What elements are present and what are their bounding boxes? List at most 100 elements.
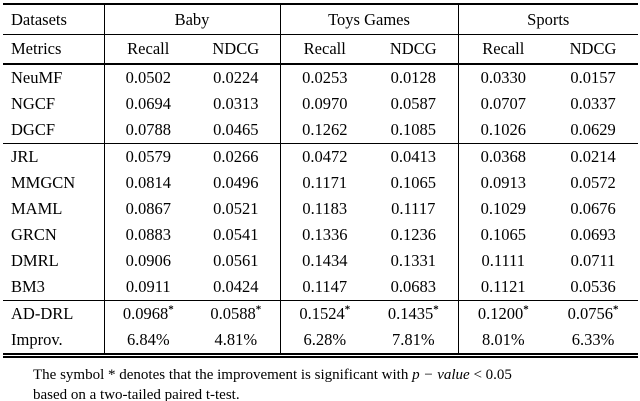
metric-value: 0.0521 bbox=[192, 196, 281, 222]
metric-value-best: 0.0756* bbox=[567, 303, 619, 323]
metric-value: 0.1336 bbox=[302, 225, 348, 244]
method-name: NeuMF bbox=[3, 64, 105, 91]
method-name: Improv. bbox=[3, 327, 105, 353]
metric-value: 0.0368 bbox=[480, 147, 526, 166]
metric-value: 0.0536 bbox=[548, 274, 639, 301]
metric-value: 0.1331 bbox=[369, 248, 459, 274]
table-row-dgcf: DGCF 0.0788 0.0465 0.1262 0.1085 0.1026 … bbox=[3, 117, 639, 144]
header-row-metrics: Metrics Recall NDCG Recall NDCG Recall N… bbox=[3, 34, 639, 65]
metric-value: 0.0128 bbox=[369, 64, 459, 91]
metric-value: 0.0472 bbox=[302, 147, 348, 166]
metric-label-recall: Recall bbox=[104, 34, 192, 65]
group-header-baby: Baby bbox=[104, 4, 281, 35]
improvement-value: 7.81% bbox=[369, 327, 459, 353]
metric-value-best: 0.1435* bbox=[369, 300, 459, 327]
metric-value: 0.0814 bbox=[125, 173, 171, 192]
metric-value: 0.0424 bbox=[192, 274, 281, 301]
metric-value: 0.0496 bbox=[192, 170, 281, 196]
significance-star: * bbox=[612, 303, 619, 316]
metric-value: 0.1029 bbox=[480, 199, 526, 218]
table-row-ngcf: NGCF 0.0694 0.0313 0.0970 0.0587 0.0707 … bbox=[3, 91, 638, 117]
table-row-dmrl: DMRL 0.0906 0.0561 0.1434 0.1331 0.1111 … bbox=[3, 248, 638, 274]
table-row-bm3: BM3 0.0911 0.0424 0.1147 0.0683 0.1121 0… bbox=[3, 274, 639, 301]
improvement-value: 6.33% bbox=[571, 330, 615, 349]
metric-value: 0.0561 bbox=[192, 248, 281, 274]
metric-value: 0.0330 bbox=[480, 68, 526, 87]
metrics-header: Metrics bbox=[3, 34, 105, 65]
footnote-line-1: The symbol * denotes that the improvemen… bbox=[33, 367, 512, 383]
metric-value: 0.0694 bbox=[125, 94, 171, 113]
table-row-grcn: GRCN 0.0883 0.0541 0.1336 0.1236 0.1065 … bbox=[3, 222, 638, 248]
table-row-jrl: JRL 0.0579 0.0266 0.0472 0.0413 0.0368 0… bbox=[3, 143, 638, 170]
improvement-value: 6.84% bbox=[126, 330, 170, 349]
metric-label-ndcg: NDCG bbox=[548, 34, 639, 65]
metric-value: 0.1117 bbox=[369, 196, 459, 222]
metric-value: 0.0465 bbox=[192, 117, 281, 144]
metric-value-best: 0.0968* bbox=[122, 303, 174, 323]
datasets-header: Datasets bbox=[3, 4, 105, 35]
metric-value: 0.0337 bbox=[570, 94, 616, 113]
footnote-line-2: based on a two-tailed paired t-test. bbox=[33, 386, 240, 401]
table-row-improv: Improv. 6.84% 4.81% 6.28% 7.81% 8.01% 6.… bbox=[3, 327, 638, 353]
metric-value: 0.1183 bbox=[302, 199, 348, 218]
method-name: AD-DRL bbox=[3, 300, 105, 327]
method-name: GRCN bbox=[3, 222, 105, 248]
method-name: MAML bbox=[3, 196, 105, 222]
table-footnote: The symbol * denotes that the improvemen… bbox=[33, 366, 621, 401]
metric-value: 0.0253 bbox=[302, 68, 348, 87]
metric-value: 0.1147 bbox=[280, 274, 369, 301]
improvement-value: 6.28% bbox=[303, 330, 347, 349]
method-name: JRL bbox=[3, 143, 105, 170]
significance-star: * bbox=[168, 303, 174, 316]
metric-value: 0.0676 bbox=[570, 199, 616, 218]
header-row-datasets: Datasets Baby Toys Games Sports bbox=[3, 4, 639, 35]
metric-value: 0.0911 bbox=[104, 274, 192, 301]
metric-label-ndcg: NDCG bbox=[369, 34, 459, 65]
metric-value: 0.0788 bbox=[104, 117, 192, 144]
table-row-maml: MAML 0.0867 0.0521 0.1183 0.1117 0.1029 … bbox=[3, 196, 638, 222]
method-name: NGCF bbox=[3, 91, 105, 117]
metric-value: 0.0157 bbox=[570, 68, 616, 87]
metric-value: 0.1065 bbox=[369, 170, 459, 196]
metric-value: 0.0502 bbox=[125, 68, 171, 87]
table-row-ad-drl: AD-DRL 0.0968* 0.0588* 0.1524* 0.1435* 0… bbox=[3, 300, 638, 327]
metric-label-ndcg: NDCG bbox=[192, 34, 281, 65]
metric-value: 0.0707 bbox=[480, 94, 526, 113]
metric-value: 0.1171 bbox=[302, 173, 348, 192]
metric-value: 0.0629 bbox=[548, 117, 639, 144]
table-row-neumf: NeuMF 0.0502 0.0224 0.0253 0.0128 0.0330… bbox=[3, 64, 638, 91]
significance-star: * bbox=[433, 303, 439, 316]
improvement-value: 8.01% bbox=[481, 330, 525, 349]
significance-star: * bbox=[344, 303, 351, 316]
significance-star: * bbox=[523, 303, 529, 316]
table-row-mmgcn: MMGCN 0.0814 0.0496 0.1171 0.1065 0.0913… bbox=[3, 170, 638, 196]
metric-value: 0.0693 bbox=[570, 225, 616, 244]
metric-value: 0.0224 bbox=[192, 64, 281, 91]
results-table: Datasets Baby Toys Games Sports Metrics … bbox=[3, 3, 639, 353]
metric-value: 0.1065 bbox=[480, 225, 526, 244]
metric-value: 0.1111 bbox=[481, 251, 526, 270]
metric-value: 0.0579 bbox=[125, 147, 171, 166]
metric-value: 0.0970 bbox=[302, 94, 348, 113]
metric-value: 0.0711 bbox=[570, 251, 616, 270]
group-header-toys-games: Toys Games bbox=[280, 4, 459, 35]
metric-value: 0.0883 bbox=[125, 225, 171, 244]
method-name: BM3 bbox=[3, 274, 105, 301]
improvement-value: 4.81% bbox=[192, 327, 281, 353]
group-header-sports: Sports bbox=[458, 4, 639, 35]
p-value-math: p − value bbox=[412, 367, 470, 383]
metric-value: 0.1026 bbox=[458, 117, 549, 144]
metric-value: 0.1236 bbox=[369, 222, 459, 248]
significance-star: * bbox=[255, 303, 262, 316]
metric-value: 0.1085 bbox=[369, 117, 459, 144]
metric-value: 0.0913 bbox=[480, 173, 526, 192]
metric-value: 0.0572 bbox=[570, 173, 616, 192]
metric-value: 0.0906 bbox=[125, 251, 171, 270]
metric-value: 0.0541 bbox=[192, 222, 281, 248]
metric-value: 0.0313 bbox=[192, 91, 281, 117]
metric-value-best: 0.1200* bbox=[477, 303, 529, 323]
metric-value: 0.0867 bbox=[125, 199, 171, 218]
metric-value: 0.0683 bbox=[369, 274, 459, 301]
metric-value: 0.1434 bbox=[302, 251, 348, 270]
